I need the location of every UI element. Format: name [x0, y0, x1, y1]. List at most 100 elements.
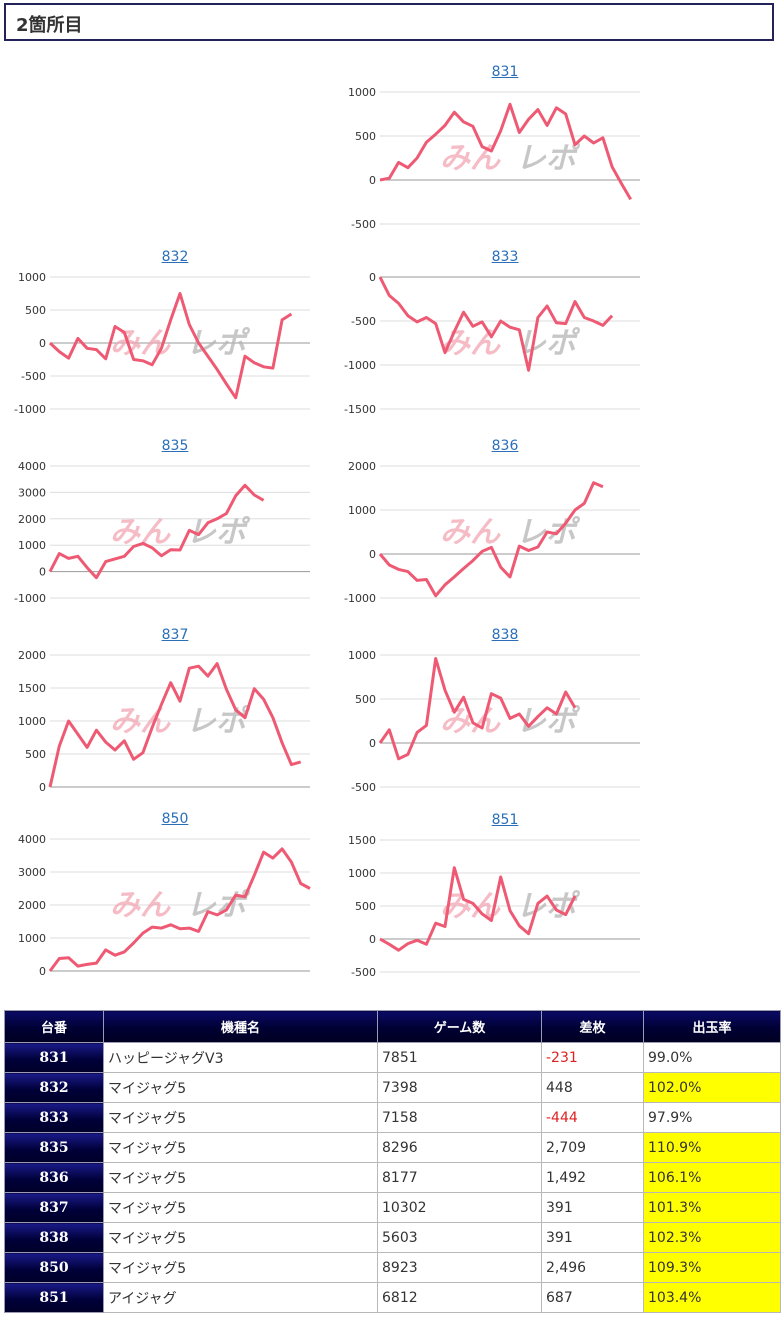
chart-panel-835: 835 4000 3000 2000 1000 0 -1000 みん レポ — [10, 438, 340, 618]
machine-number-cell: 837 — [4, 1192, 104, 1223]
payout-rate-cell: 102.3% — [643, 1222, 781, 1253]
game-count-cell: 7398 — [377, 1072, 542, 1103]
chart-panel-836: 836 2000 1000 0 -1000 みん レポ — [340, 438, 670, 618]
game-count-cell: 7158 — [377, 1102, 542, 1133]
line-chart: 4000 3000 2000 1000 0 みん レポ — [18, 833, 311, 978]
machine-number-cell: 833 — [4, 1102, 104, 1133]
chart-title-link[interactable]: 832 — [161, 249, 189, 265]
model-name-cell: ハッピージャグV3 — [103, 1042, 378, 1073]
section-title: 2箇所目 — [16, 15, 83, 36]
y-tick-label: 500 — [355, 693, 376, 706]
difference-cell: 687 — [541, 1282, 644, 1313]
series-line — [48, 847, 311, 972]
model-name-cell: マイジャグ5 — [103, 1102, 378, 1133]
table-row: 832 マイジャグ5 7398 448 102.0% — [4, 1072, 781, 1103]
difference-cell: 2,496 — [541, 1252, 644, 1283]
chart-panel-851: 851 1500 1000 500 0 -500 みん レポ — [340, 812, 670, 992]
y-tick-label: 1500 — [18, 682, 46, 695]
y-tick-label: 3000 — [18, 486, 46, 499]
chart-title-link[interactable]: 837 — [161, 627, 189, 643]
machine-number-cell: 831 — [4, 1042, 104, 1073]
machine-number-cell: 838 — [4, 1222, 104, 1253]
y-tick-label: 500 — [355, 900, 376, 913]
y-tick-label: 2000 — [348, 460, 376, 473]
svg-text:みん: みん — [110, 326, 171, 361]
y-tick-label: 4000 — [18, 460, 46, 473]
chart-title-link[interactable]: 850 — [161, 811, 189, 827]
chart-title-link[interactable]: 833 — [491, 249, 519, 265]
line-chart: 2000 1500 1000 500 0 みん レポ — [18, 649, 310, 794]
difference-cell: 391 — [541, 1222, 644, 1253]
series-line — [378, 657, 577, 761]
svg-text:みん: みん — [110, 704, 171, 739]
svg-text:レポ: レポ — [186, 704, 251, 739]
table-row: 835 マイジャグ5 8296 2,709 110.9% — [4, 1132, 781, 1163]
machine-number-cell: 850 — [4, 1252, 104, 1283]
y-tick-label: 0 — [39, 337, 46, 350]
y-tick-label: 0 — [369, 174, 376, 187]
y-tick-label: -1000 — [344, 359, 376, 372]
difference-cell: 391 — [541, 1192, 644, 1223]
machine-number-cell: 851 — [4, 1282, 104, 1313]
payout-rate-cell: 99.0% — [643, 1042, 781, 1073]
payout-rate-cell: 102.0% — [643, 1072, 781, 1103]
series-line — [379, 102, 632, 201]
chart-panel-850: 850 4000 3000 2000 1000 0 みん レポ — [10, 811, 340, 991]
y-tick-label: 500 — [25, 304, 46, 317]
header-machine-number: 台番 — [4, 1010, 104, 1043]
series-line — [48, 483, 265, 580]
y-tick-label: -500 — [21, 370, 46, 383]
y-tick-label: 2000 — [18, 899, 46, 912]
line-chart: 1000 500 0 -500 -1000 みん レポ — [14, 271, 310, 416]
y-tick-label: -500 — [351, 781, 376, 794]
model-name-cell: アイジャグ — [103, 1282, 378, 1313]
header-payout-rate: 出玉率 — [643, 1010, 781, 1043]
model-name-cell: マイジャグ5 — [103, 1162, 378, 1193]
model-name-cell: マイジャグ5 — [103, 1222, 378, 1253]
chart-title-link[interactable]: 851 — [491, 812, 519, 828]
chart-panel-831: 831 1000 500 0 -500 みん レポ — [340, 64, 670, 244]
chart-panel-838: 838 1000 500 0 -500 みん レポ — [340, 627, 670, 807]
y-tick-label: 1000 — [348, 867, 376, 880]
svg-text:みん: みん — [440, 141, 501, 176]
chart-title-link[interactable]: 835 — [161, 438, 189, 454]
series-line — [379, 866, 577, 952]
chart-title-link[interactable]: 838 — [491, 627, 519, 643]
payout-rate-cell: 109.3% — [643, 1252, 781, 1283]
header-difference: 差枚 — [541, 1010, 644, 1043]
payout-rate-cell: 97.9% — [643, 1102, 781, 1133]
y-tick-label: 1500 — [348, 834, 376, 847]
y-tick-label: 1000 — [18, 932, 46, 945]
y-tick-label: 1000 — [348, 649, 376, 662]
table-header-row: 台番 機種名 ゲーム数 差枚 出玉率 — [4, 1010, 781, 1043]
model-name-cell: マイジャグ5 — [103, 1072, 378, 1103]
game-count-cell: 7851 — [377, 1042, 542, 1073]
model-name-cell: マイジャグ5 — [103, 1132, 378, 1163]
y-tick-label: 0 — [369, 933, 376, 946]
chart-panel-832: 832 1000 500 0 -500 -1000 みん レポ — [10, 249, 340, 429]
table-row: 831 ハッピージャグV3 7851 -231 99.0% — [4, 1042, 781, 1073]
y-tick-label: 0 — [39, 965, 46, 978]
machine-table: 台番 機種名 ゲーム数 差枚 出玉率 831 ハッピージャグV3 7851 -231 9… — [4, 1010, 781, 1313]
game-count-cell: 10302 — [377, 1192, 542, 1223]
watermark-logo: みん レポ — [110, 888, 251, 923]
y-tick-label: -1000 — [14, 403, 46, 416]
y-tick-label: -500 — [351, 315, 376, 328]
series-line — [378, 276, 614, 372]
table-row: 836 マイジャグ5 8177 1,492 106.1% — [4, 1162, 781, 1193]
payout-rate-cell: 110.9% — [643, 1132, 781, 1163]
difference-cell: 2,709 — [541, 1132, 644, 1163]
game-count-cell: 8296 — [377, 1132, 542, 1163]
header-model-name: 機種名 — [103, 1010, 378, 1043]
chart-title-link[interactable]: 836 — [491, 438, 519, 454]
section-header: 2箇所目 — [4, 3, 774, 41]
watermark-logo: みん レポ — [440, 141, 581, 176]
series-line — [378, 481, 604, 598]
y-tick-label: -500 — [351, 966, 376, 979]
chart-title-link[interactable]: 831 — [491, 64, 519, 80]
y-tick-label: 3000 — [18, 866, 46, 879]
watermark-logo: みん レポ — [110, 326, 251, 361]
